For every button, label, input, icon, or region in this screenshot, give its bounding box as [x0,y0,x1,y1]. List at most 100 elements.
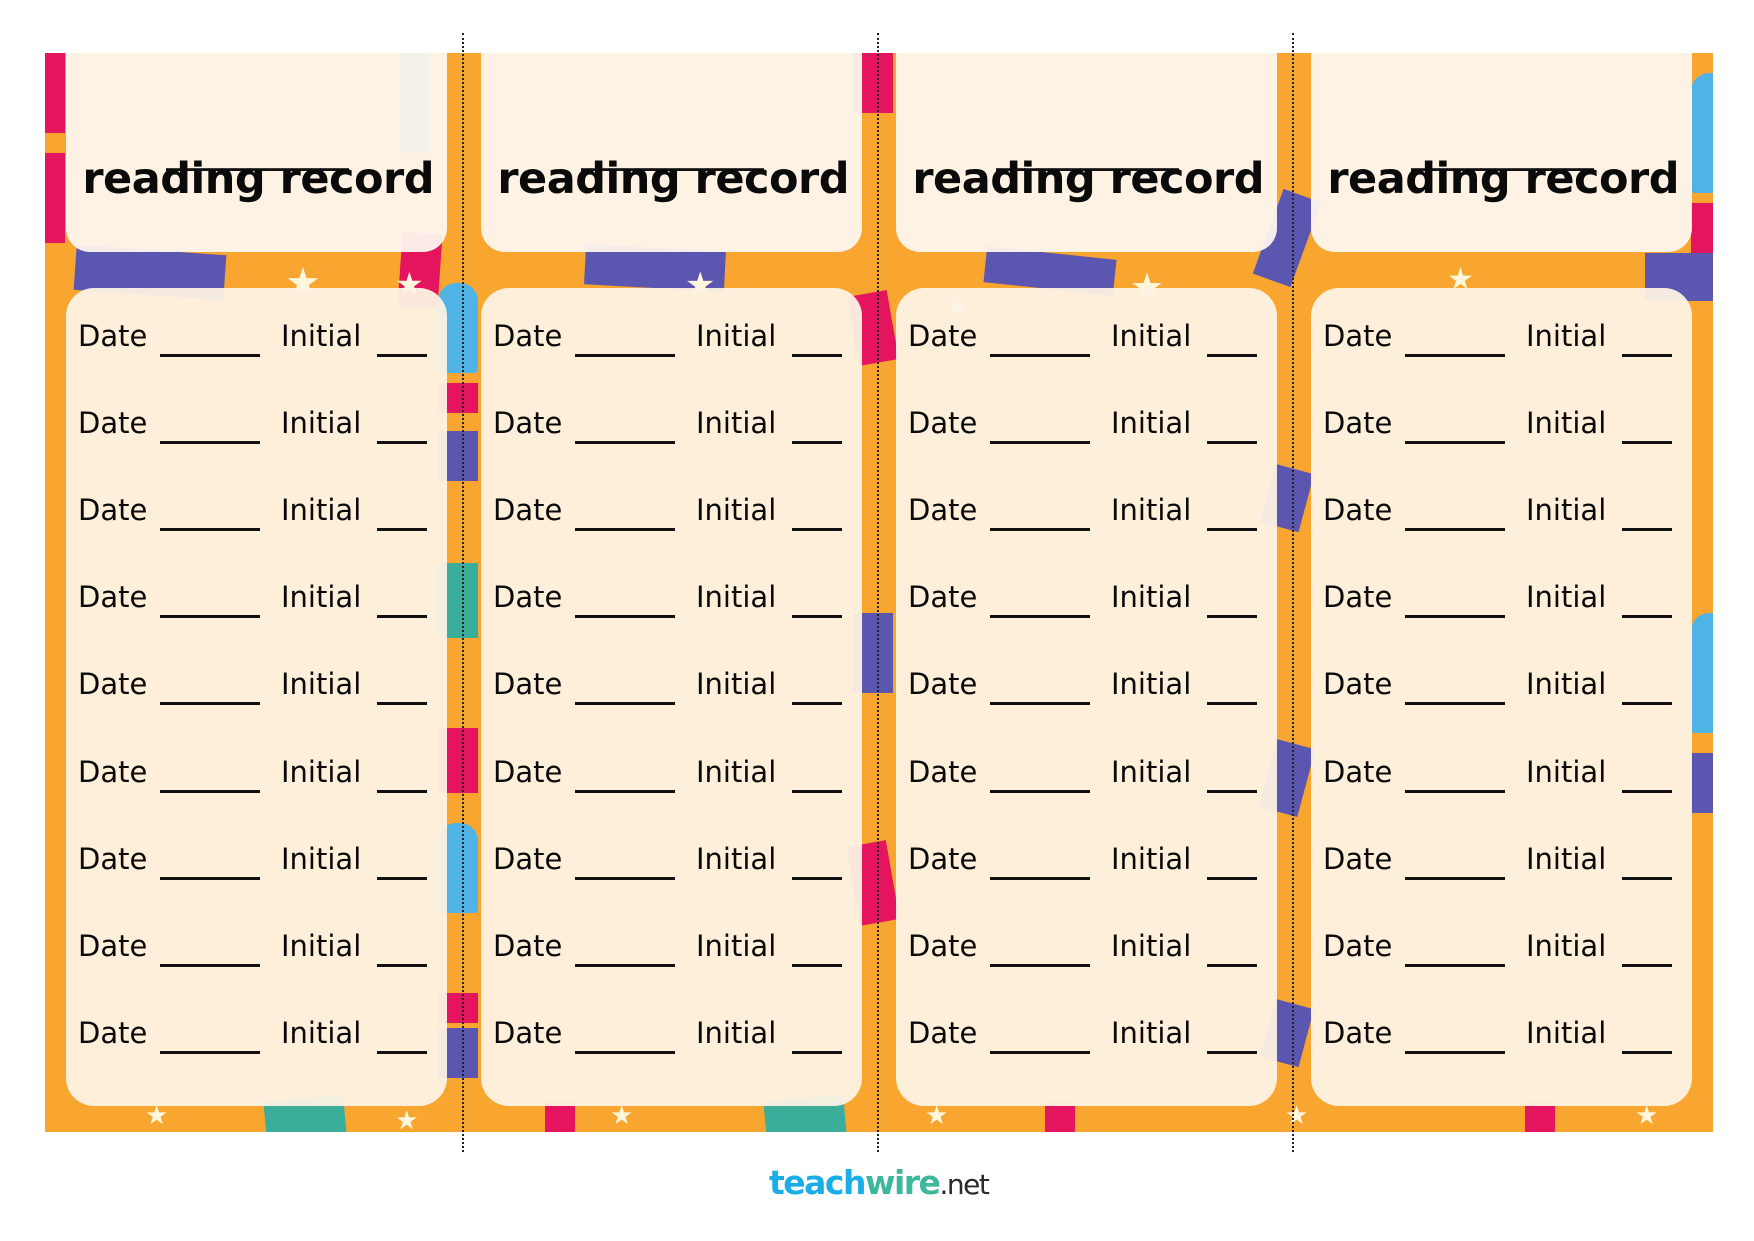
record-card: Date______Initial___ Date______Initial___… [896,288,1277,1106]
initial-blank[interactable]: ___ [792,354,842,357]
initial-blank[interactable]: ___ [792,1050,842,1054]
date-label: Date [493,754,563,789]
initial-blank[interactable]: ___ [377,1050,427,1054]
date-blank[interactable]: ______ [575,354,675,357]
initial-blank[interactable]: ___ [792,441,842,445]
date-blank[interactable]: ______ [990,963,1090,967]
date-blank[interactable]: ______ [575,441,675,445]
date-blank[interactable]: ______ [990,702,1090,706]
date-blank[interactable]: ______ [990,615,1090,619]
initial-blank[interactable]: ___ [377,876,427,880]
initial-blank[interactable]: ___ [1207,528,1257,532]
date-blank[interactable]: ______ [575,876,675,880]
initial-blank[interactable]: ___ [377,789,427,793]
date-blank[interactable]: ______ [160,963,260,967]
date-blank[interactable]: ______ [575,963,675,967]
initial-blank[interactable]: ___ [792,789,842,793]
date-blank[interactable]: ______ [1405,615,1505,619]
initial-blank[interactable]: ___ [1622,963,1672,967]
initial-blank[interactable]: ___ [1207,963,1257,967]
date-blank[interactable]: ______ [575,615,675,619]
initial-blank[interactable]: ___ [1622,702,1672,706]
initial-blank[interactable]: ___ [792,876,842,880]
initial-label: Initial [1526,493,1607,528]
date-blank[interactable]: ______ [1405,354,1505,357]
bookmark-title: reading record [912,154,1264,204]
initial-blank[interactable]: ___ [377,354,427,357]
initial-blank[interactable]: ___ [1622,615,1672,619]
date-blank[interactable]: ______ [1405,789,1505,793]
initial-blank[interactable]: ___ [377,963,427,967]
initial-blank[interactable]: ___ [1207,876,1257,880]
name-blank[interactable]: _____________ [581,137,764,172]
initial-blank[interactable]: ___ [1207,615,1257,619]
date-label: Date [908,754,978,789]
initial-blank[interactable]: ___ [1207,789,1257,793]
initial-blank[interactable]: ___ [1207,1050,1257,1054]
date-blank[interactable]: ______ [575,528,675,532]
date-blank[interactable]: ______ [990,528,1090,532]
date-blank[interactable]: ______ [575,789,675,793]
date-blank[interactable]: ______ [990,441,1090,445]
date-blank[interactable]: ______ [990,876,1090,880]
record-card: Date______Initial___Date______Initial___… [481,288,862,1106]
date-blank[interactable]: ______ [1405,702,1505,706]
record-row: Date ______ Initial ___ [908,1008,1268,1054]
owl-icon [1691,613,1713,733]
date-blank[interactable]: ______ [575,1050,675,1054]
record-row: Date ______ Initial ___ [908,572,1268,619]
initial-blank[interactable]: ___ [1622,441,1672,445]
initial-blank[interactable]: ___ [792,528,842,532]
date-blank[interactable]: ______ [160,876,260,880]
initial-label: Initial [1526,928,1607,963]
initial-blank[interactable]: ___ [1622,354,1672,357]
cut-line [1292,33,1294,1152]
initial-label: Initial [281,841,362,876]
initial-blank[interactable]: ___ [1207,354,1257,357]
record-row: Date ______ Initial ___ [1323,1008,1683,1054]
date-blank[interactable]: ______ [160,615,260,619]
date-label: Date [493,928,563,963]
date-blank[interactable]: ______ [990,789,1090,793]
record-row: Date ______ Initial ___ [493,921,853,967]
initial-label: Initial [1526,754,1607,789]
date-blank[interactable]: ______ [990,1050,1090,1054]
date-blank[interactable]: ______ [1405,1050,1505,1054]
date-blank[interactable]: ______ [160,1050,260,1054]
initial-blank[interactable]: ___ [792,702,842,706]
initial-blank[interactable]: ___ [1207,702,1257,706]
initial-blank[interactable]: ___ [792,615,842,619]
name-blank[interactable]: _____________ [996,137,1179,172]
initial-blank[interactable]: ___ [1622,1050,1672,1054]
cut-line [462,33,464,1152]
date-blank[interactable]: ______ [160,354,260,357]
date-blank[interactable]: ______ [1405,876,1505,880]
date-blank[interactable]: ______ [160,528,260,532]
initial-blank[interactable]: ___ [1207,441,1257,445]
date-blank[interactable]: ______ [575,702,675,706]
date-label: Date [78,667,148,702]
date-blank[interactable]: ______ [1405,528,1505,532]
name-blank[interactable]: _____________ [1411,137,1594,172]
record-row: Date ______ Initial ___ [493,485,853,532]
initial-blank[interactable]: ___ [1622,876,1672,880]
record-row: Date ______ Initial ___ [493,398,853,445]
initial-blank[interactable]: ___ [1622,528,1672,532]
date-blank[interactable]: ______ [1405,963,1505,967]
book-icon [1691,203,1713,253]
initial-label: Initial [281,406,362,441]
initial-blank[interactable]: ___ [377,528,427,532]
date-blank[interactable]: ______ [990,354,1090,357]
date-blank[interactable]: ______ [1405,441,1505,445]
initial-blank[interactable]: ___ [377,702,427,706]
initial-blank[interactable]: ___ [377,441,427,445]
initial-blank[interactable]: ___ [377,615,427,619]
initial-blank[interactable]: ___ [1622,789,1672,793]
record-row: Date ______ Initial ___ [908,747,1268,793]
date-blank[interactable]: ______ [160,441,260,445]
date-blank[interactable]: ______ [160,789,260,793]
initial-blank[interactable]: ___ [792,963,842,967]
name-blank[interactable]: _____________ [166,137,349,172]
initial-label: Initial [696,841,777,876]
date-blank[interactable]: ______ [160,702,260,706]
